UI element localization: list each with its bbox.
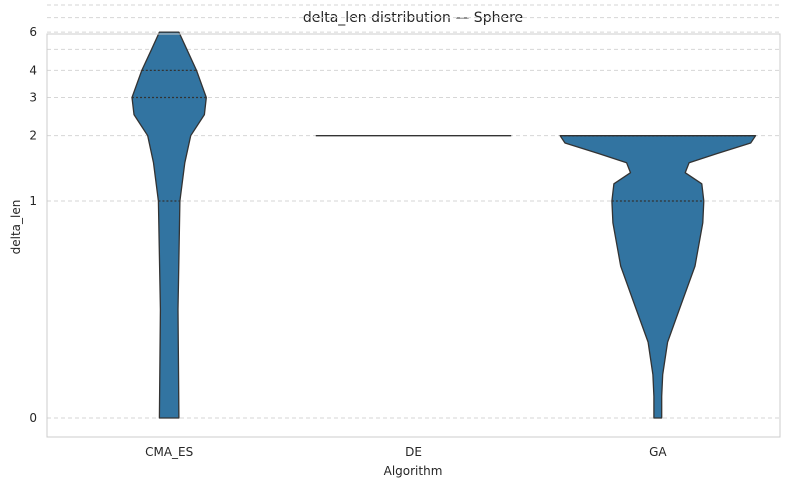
violin-cma_es bbox=[131, 31, 207, 419]
y-tick-label: 6 bbox=[29, 25, 37, 39]
violin-ga bbox=[559, 135, 757, 419]
violin-body bbox=[559, 135, 757, 419]
x-tick-label: CMA_ES bbox=[145, 445, 193, 459]
tick-labels: 0 1 2 3 4 6 CMA_ES DE GA bbox=[29, 25, 667, 459]
x-tick-label: DE bbox=[405, 445, 422, 459]
violin-body bbox=[131, 31, 207, 419]
plot-frame bbox=[46, 33, 781, 438]
y-axis-label: delta_len bbox=[9, 200, 23, 255]
y-tick-label: 0 bbox=[29, 411, 37, 425]
y-tick-label: 1 bbox=[29, 194, 37, 208]
y-tick-label: 2 bbox=[29, 129, 37, 143]
violins bbox=[131, 31, 757, 419]
y-tick-label: 3 bbox=[29, 90, 37, 104]
x-axis-label: Algorithm bbox=[384, 464, 443, 478]
y-tick-label: 4 bbox=[29, 63, 37, 77]
x-tick-label: GA bbox=[649, 445, 667, 459]
